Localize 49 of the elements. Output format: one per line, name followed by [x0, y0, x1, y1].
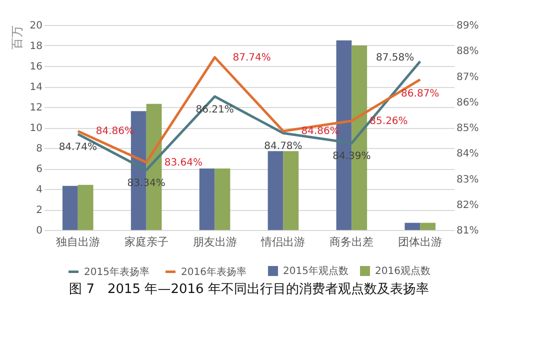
bar — [268, 151, 284, 230]
x-tick-label: 团体出游 — [398, 236, 442, 248]
data-label: 83.34% — [127, 178, 166, 190]
data-label: 87.58% — [376, 52, 414, 64]
y-tick-label: 8 — [36, 144, 42, 154]
data-label: 85.26% — [370, 116, 408, 127]
y-tick-label: 18 — [30, 41, 42, 52]
y-tick-label: 14 — [30, 82, 42, 93]
legend-label: 2015年表扬率 — [84, 266, 150, 278]
y-tick-label: 12 — [30, 102, 42, 114]
x-tick-label: 情侣出游 — [260, 236, 306, 248]
y2-tick-label: 86% — [456, 97, 479, 108]
legend-label: 2015年观点数 — [283, 265, 348, 277]
y2-tick-label: 83% — [456, 174, 479, 186]
data-label: 84.78% — [264, 141, 302, 152]
x-tick-label: 朋友出游 — [192, 236, 237, 248]
legend-label: 2016观点数 — [375, 265, 430, 277]
y-tick-label: 10 — [30, 123, 42, 134]
y2-tick-label: 82% — [456, 200, 479, 211]
legend-label: 2016年表扬率 — [181, 266, 246, 278]
data-label: 84.39% — [332, 151, 371, 162]
y2-tick-label: 84% — [456, 148, 479, 160]
y2-tick-label: 89% — [456, 20, 479, 32]
data-label: 84.74% — [58, 142, 97, 154]
bar — [199, 168, 215, 230]
y-tick-label: 2 — [36, 205, 42, 216]
x-tick-label: 家庭亲子 — [124, 236, 168, 248]
y2-tick-label: 81% — [456, 226, 479, 236]
y2-tick-label: 88% — [456, 46, 479, 58]
y-tick-label: 16 — [30, 62, 42, 72]
y-tick-label: 20 — [30, 20, 42, 32]
bar — [214, 168, 230, 230]
bar — [78, 184, 94, 230]
bar — [404, 222, 420, 230]
y-tick-label: 0 — [36, 226, 42, 236]
x-tick-label: 独自出游 — [56, 236, 100, 248]
x-tick-label: 商务出差 — [330, 236, 374, 248]
y2-tick-label: 85% — [456, 123, 479, 134]
bar — [62, 186, 78, 230]
y2-tick-label: 87% — [456, 72, 479, 83]
y-tick-label: 4 — [36, 184, 42, 196]
text: 图 7 2015 年—2016 年不同出行目的消费者观点数及表扬率 — [69, 281, 429, 297]
data-label: 87.74% — [232, 52, 271, 64]
bar — [283, 151, 299, 230]
data-label: 86.87% — [401, 88, 440, 100]
bar — [420, 222, 436, 230]
y-tick-label: 6 — [36, 164, 42, 175]
data-label: 83.64% — [164, 157, 202, 168]
y-axis-title: 百万 — [10, 26, 24, 50]
